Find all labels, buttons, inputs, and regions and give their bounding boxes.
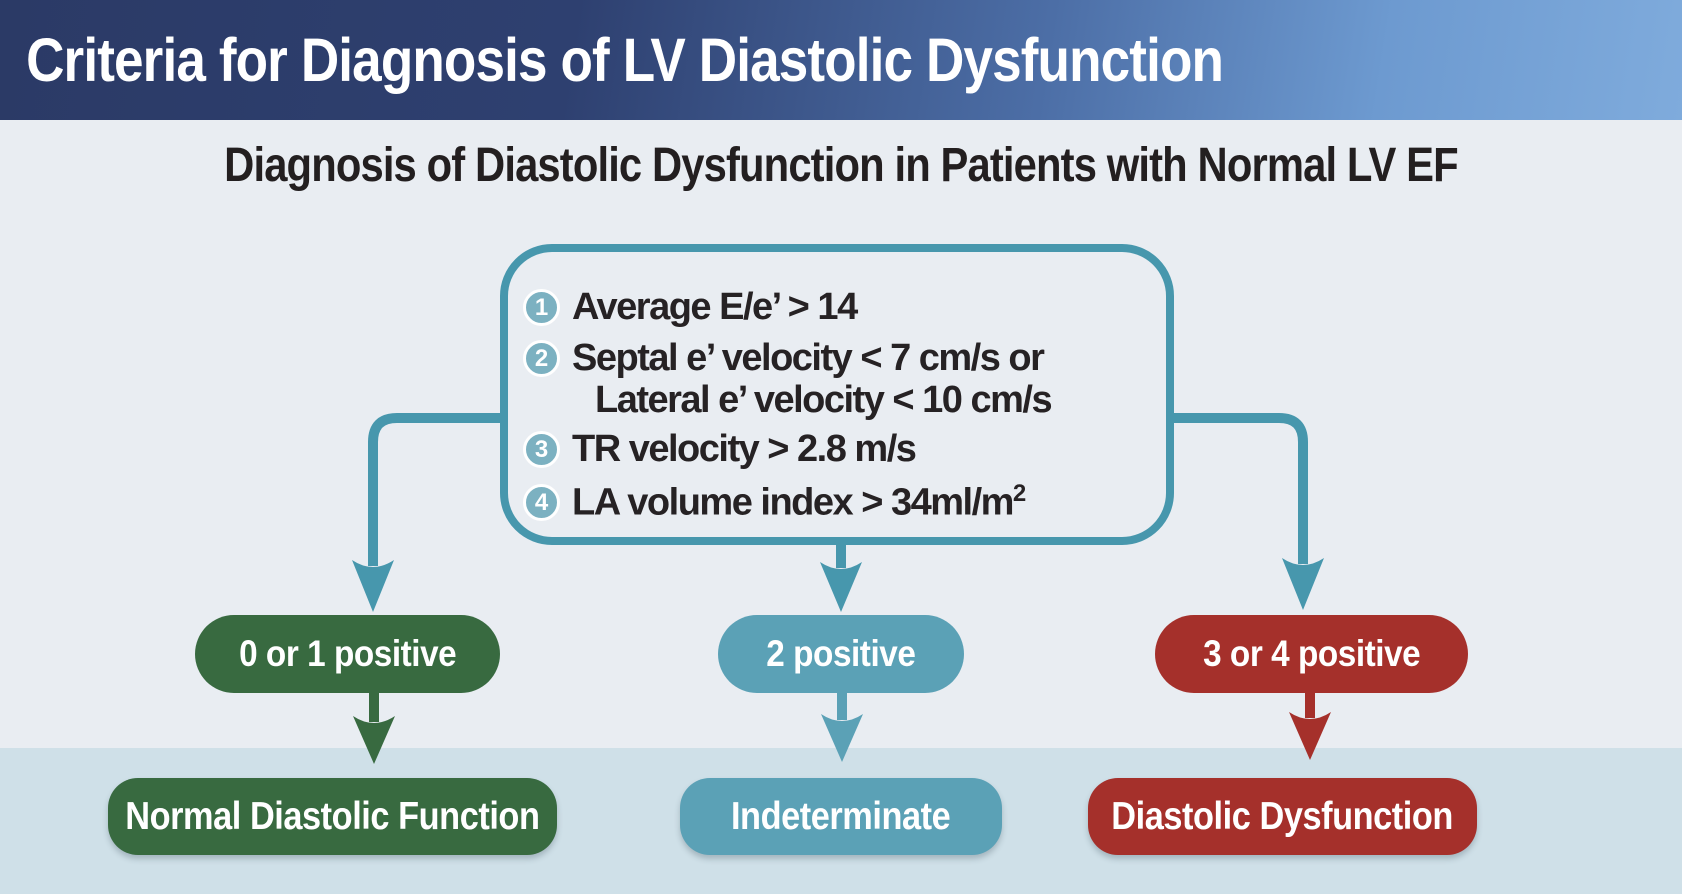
condition-pill-3-or-4-positive: 3 or 4 positive	[1155, 615, 1468, 693]
criterion-row-2: 2 Septal e’ velocity < 7 cm/s or	[523, 336, 1045, 380]
result-box-label: Diastolic Dysfunction	[1111, 794, 1454, 838]
arrowhead-green	[353, 716, 395, 764]
condition-pill-2-positive: 2 positive	[718, 615, 964, 693]
condition-pill-label: 3 or 4 positive	[1202, 633, 1421, 674]
criterion-row-1: 1 Average E/e’ > 14	[523, 285, 858, 329]
connector-right	[1164, 413, 1308, 564]
criterion-text: Septal e’ velocity < 7 cm/s or	[572, 336, 1045, 379]
criterion-row-4: 4 LA volume index > 34ml/m2	[523, 479, 1026, 524]
subtitle: Diagnosis of Diastolic Dysfunction in Pa…	[224, 139, 1458, 192]
result-box-label: Normal Diastolic Function	[125, 794, 540, 838]
criterion-number-badge: 2	[523, 339, 560, 377]
criterion-row-2-continuation: Lateral e’ velocity < 10 cm/s	[595, 378, 1053, 422]
criterion-number-badge: 1	[523, 288, 560, 326]
condition-pill-0-or-1-positive: 0 or 1 positive	[195, 615, 500, 693]
criterion-text: Average E/e’ > 14	[572, 285, 858, 328]
criterion-superscript: 2	[1012, 479, 1026, 507]
result-box-indeterminate: Indeterminate	[680, 778, 1002, 855]
condition-pill-label: 2 positive	[766, 633, 916, 674]
criterion-number-badge: 3	[523, 430, 560, 468]
arrowhead-right	[1282, 558, 1324, 610]
connector-left	[368, 413, 510, 566]
result-box-label: Indeterminate	[731, 794, 951, 838]
criterion-row-3: 3 TR velocity > 2.8 m/s	[523, 427, 917, 471]
criteria-box: 1 Average E/e’ > 14 2 Septal e’ velocity…	[500, 244, 1174, 545]
header-bar: Criteria for Diagnosis of LV Diastolic D…	[0, 0, 1682, 120]
criterion-number-badge: 4	[523, 483, 560, 521]
criterion-text-continuation: Lateral e’ velocity < 10 cm/s	[595, 378, 1053, 421]
arrowhead-left	[352, 560, 394, 612]
criterion-text: LA volume index > 34ml/m2	[572, 479, 1026, 524]
arrowhead-red	[1289, 712, 1331, 760]
arrowhead-teal	[821, 714, 863, 762]
arrowhead-middle	[820, 562, 862, 612]
page-title: Criteria for Diagnosis of LV Diastolic D…	[26, 26, 1224, 94]
result-box-diastolic-dysfunction: Diastolic Dysfunction	[1088, 778, 1477, 855]
criterion-text: TR velocity > 2.8 m/s	[572, 427, 917, 470]
condition-pill-label: 0 or 1 positive	[238, 633, 457, 674]
result-box-normal-diastolic-function: Normal Diastolic Function	[108, 778, 557, 855]
